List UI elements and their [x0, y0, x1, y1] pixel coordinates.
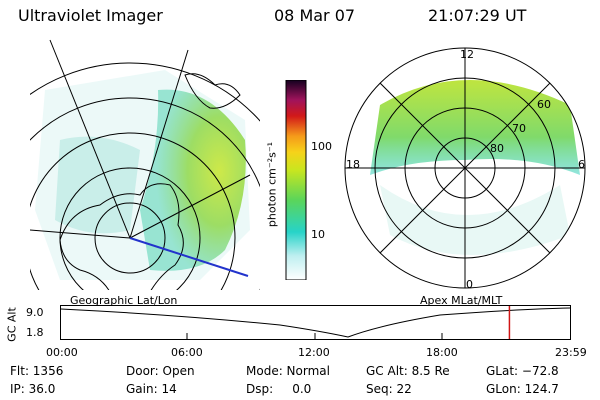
mlt-label-6: 6	[578, 158, 585, 171]
radial-line	[379, 167, 466, 254]
flight-number: Flt: 1356	[10, 364, 64, 378]
colorbar-tick-100: 100	[311, 140, 332, 153]
meridian-line	[49, 39, 131, 239]
timeline-tick-label: 12:00	[298, 346, 330, 359]
gc-altitude: GC Alt: 8.5 Re	[366, 364, 450, 378]
aurora-band	[140, 89, 246, 271]
diffuse-emission	[55, 136, 140, 234]
radial-line	[379, 82, 466, 169]
dsp-value: Dsp: 0.0	[246, 382, 312, 396]
mode-value: Mode: Normal	[246, 364, 330, 378]
sequence-number: Seq: 22	[366, 382, 412, 396]
meridian-line	[129, 49, 189, 239]
gain-value: Gain: 14	[126, 382, 177, 396]
mlat-label-60: 60	[537, 98, 551, 111]
radial-line	[464, 82, 551, 169]
apex-panel-label: Apex MLat/MLT	[420, 294, 503, 307]
coastline	[59, 183, 184, 290]
timeline-tick-label: 00:00	[46, 346, 78, 359]
lat-circle	[30, 132, 236, 290]
geo-longitude: GLon: 124.7	[486, 382, 559, 396]
colorbar-tick-10: 10	[311, 228, 325, 241]
timeline-ylabel: GC Alt	[5, 307, 19, 342]
colorbar	[285, 80, 307, 280]
sun-direction-line	[129, 237, 249, 277]
mlt-label-18: 18	[346, 158, 360, 171]
mlt-label-0: 0	[466, 278, 473, 291]
instrument-title: Ultraviolet Imager	[18, 6, 163, 25]
apex-polar-plot	[344, 47, 586, 289]
door-status: Door: Open	[126, 364, 195, 378]
timeline-ytick-top: 9.0	[26, 306, 44, 319]
lat-circle	[30, 62, 260, 122]
geo-latitude: GLat: −72.8	[486, 364, 559, 378]
time-label: 21:07:29 UT	[428, 6, 527, 25]
mlat-label-80: 80	[490, 142, 504, 155]
timeline-ytick-bottom: 1.8	[26, 326, 44, 339]
mlt-label-12: 12	[460, 48, 474, 61]
lat-circle	[94, 202, 166, 274]
mlat-label-70: 70	[512, 122, 526, 135]
geographic-panel-label: Geographic Lat/Lon	[70, 294, 178, 307]
oval-emission	[370, 80, 580, 175]
ip-value: IP: 36.0	[10, 382, 56, 396]
radial-line	[464, 167, 551, 254]
coastline-fragment	[184, 73, 241, 109]
lat-circle	[30, 97, 260, 290]
colorbar-unit-label: photon cm⁻²s⁻¹	[265, 141, 279, 228]
timeline-tick-label: 23:59	[555, 346, 587, 359]
lat-circle	[59, 167, 201, 290]
meridian-line	[129, 174, 251, 239]
timeline-tick-label: 18:00	[426, 346, 458, 359]
timeline-tick-label: 06:00	[171, 346, 203, 359]
date-label: 08 Mar 07	[274, 6, 356, 25]
altitude-timeline	[60, 305, 571, 340]
meridian-line	[30, 229, 131, 239]
altitude-curve	[60, 307, 571, 338]
geographic-aurora-image	[30, 39, 260, 290]
